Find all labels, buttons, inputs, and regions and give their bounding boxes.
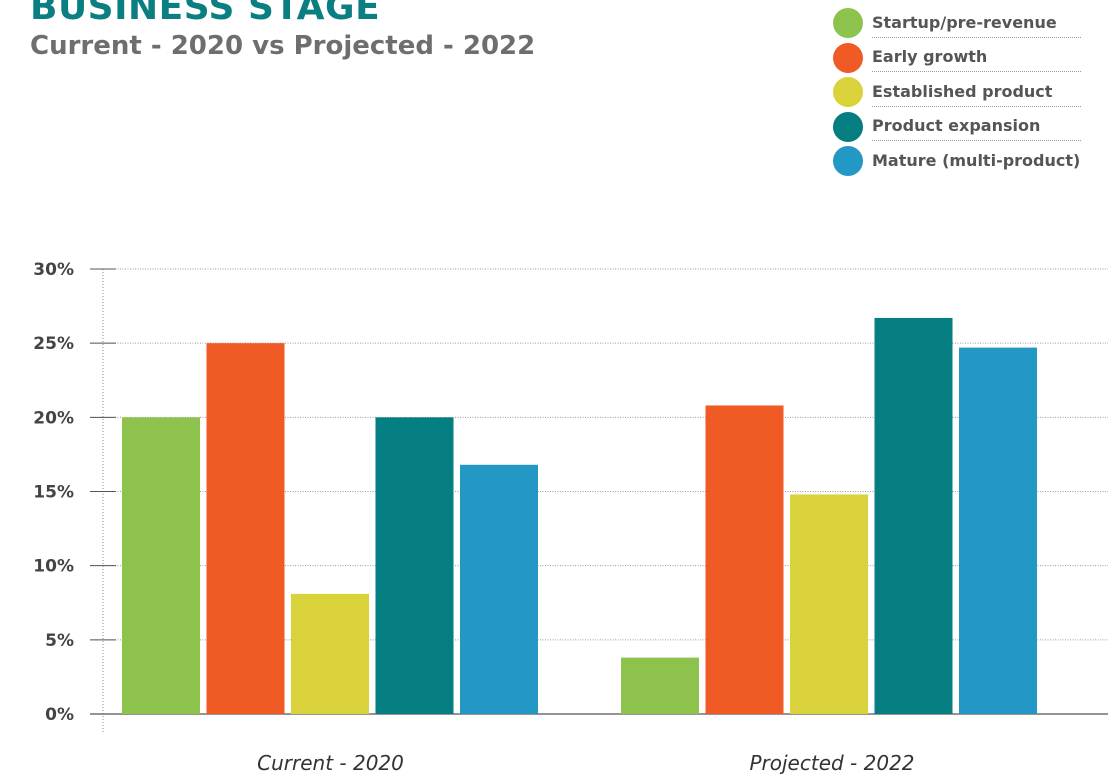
x-axis-labels: Current - 2020 Projected - 2022 (257, 751, 914, 775)
chart-subtitle: Current - 2020 vs Projected - 2022 (30, 31, 536, 61)
legend: Startup/pre-revenue Early growth Establi… (833, 6, 1081, 179)
legend-swatch (833, 42, 863, 73)
legend-label: Startup/pre-revenue (872, 9, 1081, 38)
chart-title: BUSINESS STAGE (30, 0, 381, 28)
x-category-label: Current - 2020 (257, 751, 404, 775)
legend-label: Mature (multi-product) (872, 151, 1081, 171)
legend-item: Product expansion (833, 110, 1081, 145)
bar (874, 317, 953, 714)
bar (959, 347, 1037, 714)
bar (206, 343, 285, 714)
legend-label: Early growth (872, 43, 1081, 73)
legend-label: Product expansion (872, 112, 1081, 142)
legend-item: Early growth (833, 41, 1081, 76)
title-block: BUSINESS STAGE Current - 2020 vs Project… (30, 0, 535, 62)
bar (375, 417, 454, 714)
legend-swatch (833, 111, 863, 142)
legend-item: Established product (833, 75, 1081, 110)
bar (705, 405, 784, 714)
legend-label: Established product (872, 78, 1081, 107)
bar (460, 464, 538, 714)
legend-swatch (833, 146, 863, 177)
y-tick-label: 30% (33, 260, 74, 280)
legend-swatch (833, 8, 863, 39)
bar (790, 494, 868, 714)
y-tick-label: 0% (45, 705, 74, 725)
x-category-label: Projected - 2022 (749, 751, 914, 775)
legend-item: Startup/pre-revenue (833, 6, 1081, 41)
y-tick-label: 5% (45, 631, 74, 651)
bar (291, 593, 369, 714)
legend-item: Mature (multi-product) (833, 144, 1081, 179)
y-tick-label: 25% (33, 334, 74, 354)
y-tick-label: 15% (33, 483, 74, 503)
y-axis: 0% 5% 10% 15% 20% 25% 30% (33, 260, 116, 733)
y-tick-label: 20% (33, 408, 74, 428)
legend-swatch (833, 77, 863, 108)
y-tick-label: 10% (33, 557, 74, 577)
bar (621, 657, 699, 714)
bar (122, 417, 200, 714)
bars (122, 317, 1037, 714)
